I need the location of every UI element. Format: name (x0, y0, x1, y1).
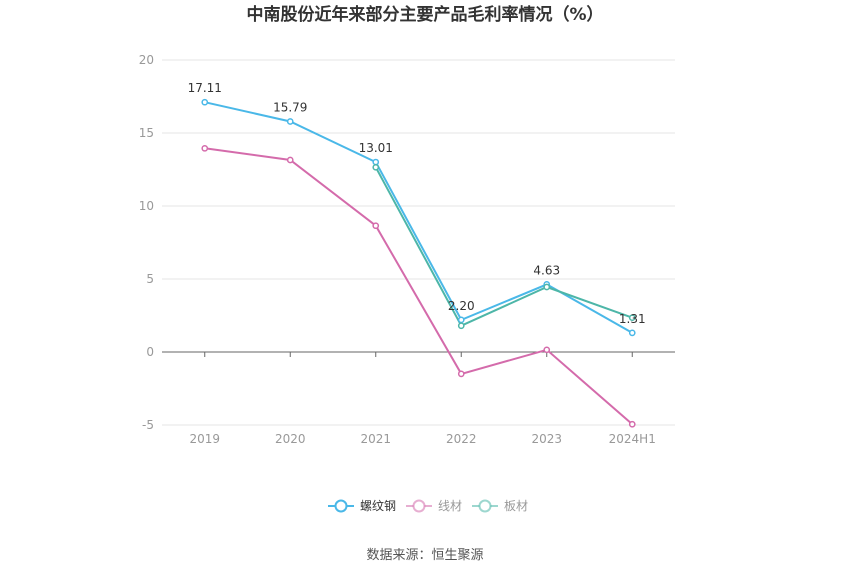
data-point-1-5[interactable] (628, 420, 636, 428)
data-point-1-0[interactable] (201, 144, 209, 152)
series-points (201, 98, 636, 428)
data-point-0-0[interactable] (201, 98, 209, 106)
data-label: 15.79 (273, 100, 307, 114)
x-tick-label: 2023 (531, 432, 562, 446)
y-axis: 20 15 10 5 0 -5 (139, 53, 154, 432)
data-point-1-2[interactable] (372, 222, 380, 230)
x-tick-label: 2021 (360, 432, 391, 446)
x-axis: 2019 2020 2021 2022 2023 2024H1 (162, 351, 675, 446)
series-line-1 (204, 147, 633, 426)
y-tick-label: -5 (142, 418, 154, 432)
legend-item-2[interactable]: 板材 (472, 499, 528, 513)
data-label: 2.20 (448, 299, 475, 313)
data-point-0-2[interactable] (372, 158, 380, 166)
legend-label: 线材 (438, 499, 462, 513)
y-tick-label: 10 (139, 199, 154, 213)
data-label: 17.11 (188, 81, 222, 95)
y-tick-label: 5 (146, 272, 154, 286)
y-tick-label: 0 (146, 345, 154, 359)
data-label: 4.63 (533, 263, 560, 277)
series-lines (204, 101, 633, 426)
data-point-0-5[interactable] (628, 329, 636, 337)
legend-label: 螺纹钢 (360, 499, 396, 513)
legend-marker (412, 499, 426, 513)
grid-lines (162, 59, 675, 426)
data-point-2-2[interactable] (372, 163, 380, 171)
legend-item-0[interactable]: 螺纹钢 (328, 499, 396, 513)
series-line-2 (374, 166, 633, 327)
data-point-0-3[interactable] (457, 316, 465, 324)
data-labels: 17.11 15.79 13.01 2.20 4.63 1.31 (188, 81, 646, 326)
x-tick-label: 2024H1 (609, 432, 656, 446)
legend-label: 板材 (504, 499, 528, 513)
data-label: 1.31 (619, 312, 646, 326)
legend-marker (334, 499, 348, 513)
data-point-1-3[interactable] (457, 370, 465, 378)
data-point-2-5[interactable] (628, 314, 636, 322)
y-tick-label: 20 (139, 53, 154, 67)
data-point-1-1[interactable] (286, 156, 294, 164)
x-tick-label: 2022 (446, 432, 477, 446)
legend[interactable]: 螺纹钢 线材 板材 (328, 499, 528, 513)
data-point-2-4[interactable] (543, 283, 551, 291)
data-point-0-1[interactable] (286, 118, 294, 125)
data-point-1-4[interactable] (543, 346, 551, 354)
y-tick-label: 15 (139, 126, 154, 140)
data-point-2-3[interactable] (457, 322, 465, 330)
x-tick-label: 2019 (189, 432, 220, 446)
legend-marker (478, 499, 492, 513)
source-note: 数据来源：恒生聚源 (366, 548, 483, 563)
legend-item-1[interactable]: 线材 (406, 499, 462, 513)
chart-title: 中南股份近年来部分主要产品毛利率情况（%） (246, 4, 603, 25)
x-tick-label: 2020 (275, 432, 306, 446)
data-label: 13.01 (359, 141, 393, 155)
